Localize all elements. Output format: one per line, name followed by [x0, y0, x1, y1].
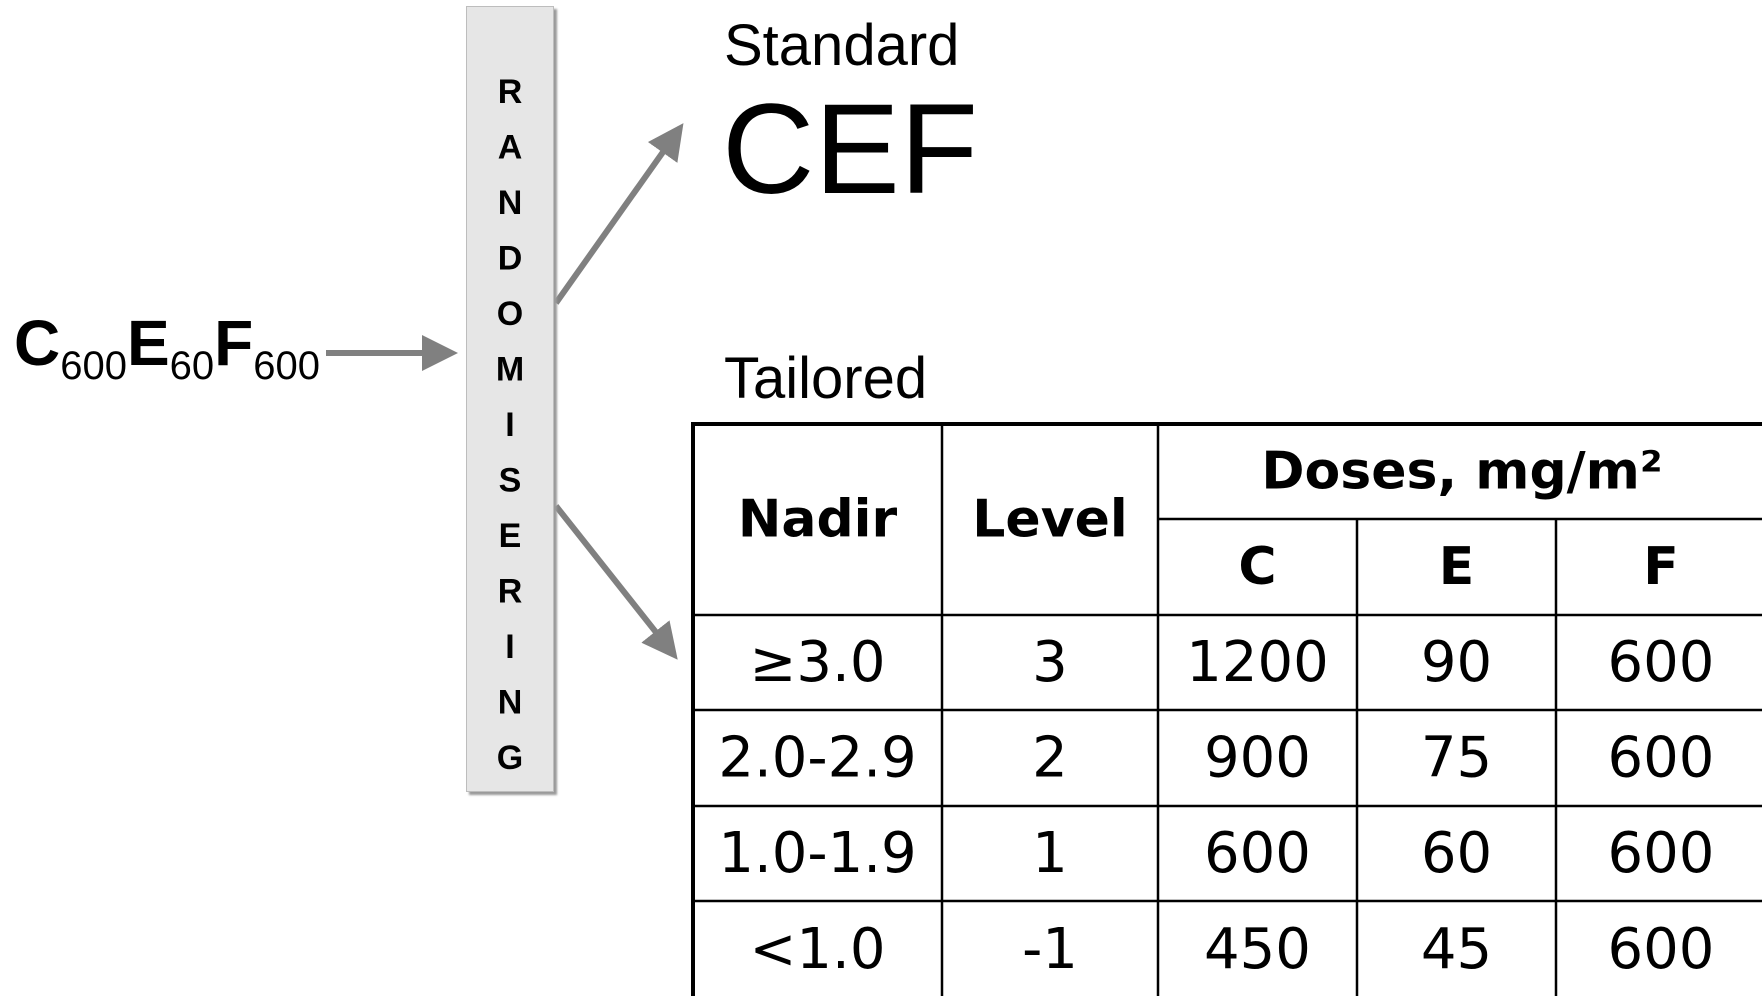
table-cell: 450: [1204, 917, 1311, 982]
arm-label: Tailored: [724, 346, 927, 411]
column-header: Nadir: [738, 490, 898, 550]
table-cell: -1: [1022, 917, 1078, 982]
input-regimen: C600E60F600: [14, 307, 320, 388]
table-cell: 45: [1421, 917, 1492, 982]
randomization-label: RANDOMISERING: [491, 73, 529, 795]
table-cell: 60: [1421, 821, 1492, 886]
drug: E: [127, 307, 170, 379]
column-header: Level: [972, 490, 1127, 550]
dose: 600: [60, 344, 127, 388]
arrow: [553, 504, 678, 660]
table-cell: 900: [1204, 726, 1311, 791]
table-cell: ≥3.0: [750, 630, 886, 695]
column-header: E: [1439, 537, 1475, 597]
table-cell: 600: [1608, 630, 1715, 695]
table-cell: 1200: [1186, 630, 1329, 695]
column-header: C: [1238, 537, 1276, 597]
arrow: [553, 123, 684, 305]
drug: C: [14, 307, 60, 379]
table-cell: 2.0-2.9: [718, 726, 916, 791]
randomization-box: RANDOMISERING: [466, 6, 554, 795]
dose: 600: [253, 344, 320, 388]
column-group-header: Doses, mg/m²: [1261, 442, 1662, 502]
dose-table: Nadir Level Doses, mg/m² C E F ≥3.0 3 1200 90 600 2…: [691, 422, 1762, 996]
dose: 60: [170, 344, 215, 388]
table-cell: 600: [1608, 917, 1715, 982]
arm-label: Standard: [724, 13, 959, 78]
table-cell: 600: [1608, 726, 1715, 791]
column-header: F: [1643, 537, 1679, 597]
table-cell: 3: [1032, 630, 1068, 695]
table-cell: 600: [1608, 821, 1715, 886]
table-cell: 75: [1421, 726, 1492, 791]
table-cell: 1: [1032, 821, 1068, 886]
regimen: CEF: [722, 78, 978, 221]
table-cell: 1.0-1.9: [718, 821, 916, 886]
table-cell: <1.0: [750, 917, 886, 982]
drug: F: [214, 307, 253, 379]
table-cell: 90: [1421, 630, 1492, 695]
table-cell: 600: [1204, 821, 1311, 886]
table-cell: 2: [1032, 726, 1068, 791]
